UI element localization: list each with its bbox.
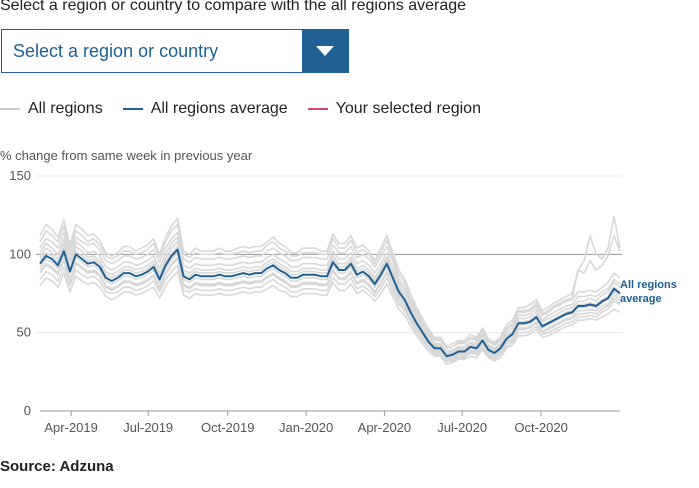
region-line-5 bbox=[39, 223, 621, 350]
legend-item-all-regions: All regions bbox=[0, 100, 103, 118]
chart-legend: All regions All regions average Your sel… bbox=[0, 98, 501, 120]
y-axis-label: % change from same week in previous year bbox=[0, 148, 253, 163]
x-tick-label-Oct-2020: Oct-2020 bbox=[514, 420, 567, 435]
legend-item-all-regions-average: All regions average bbox=[122, 100, 288, 118]
annotation-line-1: All regions bbox=[620, 279, 677, 291]
x-tick-label-Oct-2019: Oct-2019 bbox=[201, 420, 254, 435]
legend-swatch-all-regions bbox=[0, 108, 20, 110]
region-select-value[interactable]: Select a region or country bbox=[13, 41, 219, 61]
region-line-7 bbox=[39, 236, 621, 353]
legend-label-all-regions-average: All regions average bbox=[150, 100, 288, 117]
region-line-10 bbox=[39, 252, 621, 359]
legend-label-all-regions: All regions bbox=[28, 100, 103, 117]
average-line-group bbox=[39, 248, 621, 358]
x-tick-label-Apr-2019: Apr-2019 bbox=[44, 420, 97, 435]
series-annotation: All regions average bbox=[620, 279, 677, 305]
region-line-11 bbox=[39, 215, 621, 348]
legend-swatch-all-regions-average bbox=[122, 108, 143, 110]
legend-item-selected-region: Your selected region bbox=[307, 100, 481, 118]
x-tick-label-Jul-2019: Jul-2019 bbox=[123, 420, 173, 435]
legend-label-selected-region: Your selected region bbox=[335, 100, 481, 117]
chevron-down-icon bbox=[316, 46, 334, 56]
region-select-button[interactable] bbox=[302, 30, 348, 72]
source-note: Source: Adzuna bbox=[0, 458, 114, 475]
region-line-8 bbox=[39, 270, 621, 365]
region-line-6 bbox=[39, 258, 621, 362]
region-line-9 bbox=[39, 245, 621, 356]
y-tick-label-150: 150 bbox=[9, 168, 31, 183]
line-chart: % change from same week in previous year… bbox=[0, 148, 677, 435]
region-lines bbox=[39, 215, 621, 365]
region-select[interactable]: Select a region or country bbox=[1, 29, 349, 73]
chart-title: Select a region or country to compare wi… bbox=[0, 0, 467, 14]
y-tick-label-50: 50 bbox=[17, 325, 31, 340]
region-line-2 bbox=[39, 241, 621, 354]
x-axis: Apr-2019 Jul-2019 Oct-2019 Jan-2020 Apr-2020… bbox=[40, 410, 620, 435]
region-line-1 bbox=[39, 231, 621, 350]
y-tick-label-0: 0 bbox=[24, 403, 31, 418]
legend-swatch-selected-region bbox=[307, 108, 328, 110]
x-tick-label-Jul-2020: Jul-2020 bbox=[437, 420, 487, 435]
x-tick-label-Apr-2020: Apr-2020 bbox=[358, 420, 411, 435]
annotation-line-2: average bbox=[620, 293, 662, 305]
y-tick-label-100: 100 bbox=[9, 246, 31, 261]
average-line bbox=[39, 248, 621, 358]
x-tick-label-Jan-2020: Jan-2020 bbox=[279, 420, 333, 435]
region-line-4 bbox=[39, 264, 621, 362]
